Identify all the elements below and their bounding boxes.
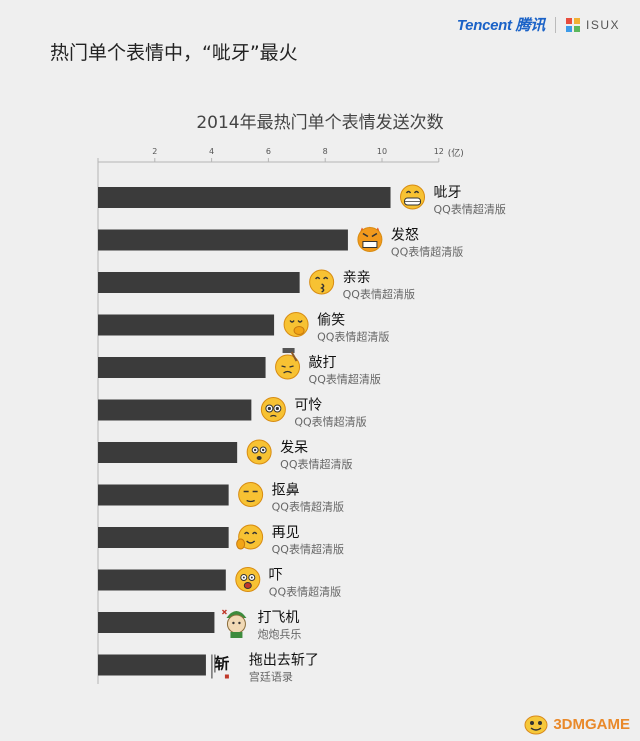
isux-logo-text: ISUX — [585, 17, 620, 32]
isux-icon — [565, 17, 580, 32]
bar-3 — [98, 272, 300, 293]
bar-label-11: 打飞机 — [257, 609, 299, 626]
bar-source-2: QQ表情超清版 — [391, 245, 463, 259]
x-tick-label: 8 — [323, 147, 328, 156]
bye-emoji-icon — [236, 524, 264, 550]
page-headline: 热门单个表情中，“呲牙”最火 — [50, 42, 298, 64]
pitiful-emoji-icon — [260, 397, 286, 422]
dazed-emoji-icon — [246, 439, 272, 465]
calligraphy-emoji-icon: 斩 — [211, 654, 229, 679]
snicker-emoji-icon — [283, 312, 309, 337]
bar-label-4: 偷笑 — [317, 313, 345, 329]
bar-label-3: 亲亲 — [343, 270, 371, 286]
bar-source-12: 宫廷语录 — [249, 670, 293, 684]
bar-label-2: 发怒 — [391, 228, 419, 244]
bar-label-12: 拖出去斩了 — [249, 653, 319, 669]
bar-source-1: QQ表情超清版 — [434, 202, 506, 216]
logo-divider — [554, 16, 556, 33]
x-tick-label: 4 — [209, 147, 214, 156]
bar-2 — [98, 229, 348, 251]
brand-logos: Tencent 腾讯 ISUX — [457, 14, 620, 35]
bar-8 — [98, 484, 229, 506]
watermark: 3DMGAME — [523, 713, 630, 735]
bar-7 — [98, 442, 238, 463]
x-tick-label: 2 — [152, 147, 157, 156]
bar-source-6: QQ表情超清版 — [294, 415, 366, 429]
bar-5 — [98, 357, 266, 378]
bar-label-6: 可怜 — [294, 398, 322, 414]
x-tick-label: 12 — [434, 147, 444, 156]
soldier-emoji-icon — [221, 609, 247, 638]
x-tick-label: 10 — [377, 147, 387, 156]
svg-text:斩: 斩 — [214, 655, 229, 673]
bar-10 — [98, 569, 226, 591]
bar-9 — [98, 527, 229, 548]
bar-source-8: QQ表情超清版 — [272, 500, 344, 514]
knock-emoji-icon — [275, 348, 301, 380]
bar-source-5: QQ表情超清版 — [309, 372, 381, 386]
bar-label-9: 再见 — [272, 525, 300, 541]
kiss-emoji-icon — [309, 269, 335, 295]
bar-source-11: 炮炮兵乐 — [257, 628, 301, 641]
mascot-icon — [524, 715, 548, 735]
grin-emoji-icon — [400, 184, 426, 210]
bar-label-7: 发呆 — [280, 440, 308, 456]
bar-source-10: QQ表情超清版 — [269, 585, 341, 599]
watermark-text: 3DMGAME — [553, 715, 630, 733]
bar-source-3: QQ表情超清版 — [343, 287, 415, 301]
bar-label-10: 吓 — [269, 568, 283, 584]
bar-source-7: QQ表情超清版 — [280, 457, 352, 471]
bar-source-9: QQ表情超清版 — [272, 542, 344, 556]
bar-11 — [98, 612, 215, 633]
tencent-logo: Tencent 腾讯 — [456, 17, 545, 34]
bar-source-4: QQ表情超清版 — [317, 330, 389, 344]
chart-title: 2014年最热门单个表情发送次数 — [196, 113, 444, 133]
axis-unit-label: (亿) — [448, 147, 464, 159]
bar-label-1: 呲牙 — [434, 185, 462, 201]
nose-pick-emoji-icon — [238, 482, 264, 507]
bar-label-8: 抠鼻 — [272, 482, 300, 499]
angry-emoji-icon — [357, 226, 383, 252]
scared-emoji-icon — [235, 567, 261, 592]
bar-1 — [98, 187, 391, 208]
bar-6 — [98, 399, 252, 421]
x-tick-label: 6 — [266, 147, 271, 156]
bar-12 — [98, 654, 206, 676]
bar-label-5: 敲打 — [309, 354, 337, 371]
bar-4 — [98, 314, 275, 336]
